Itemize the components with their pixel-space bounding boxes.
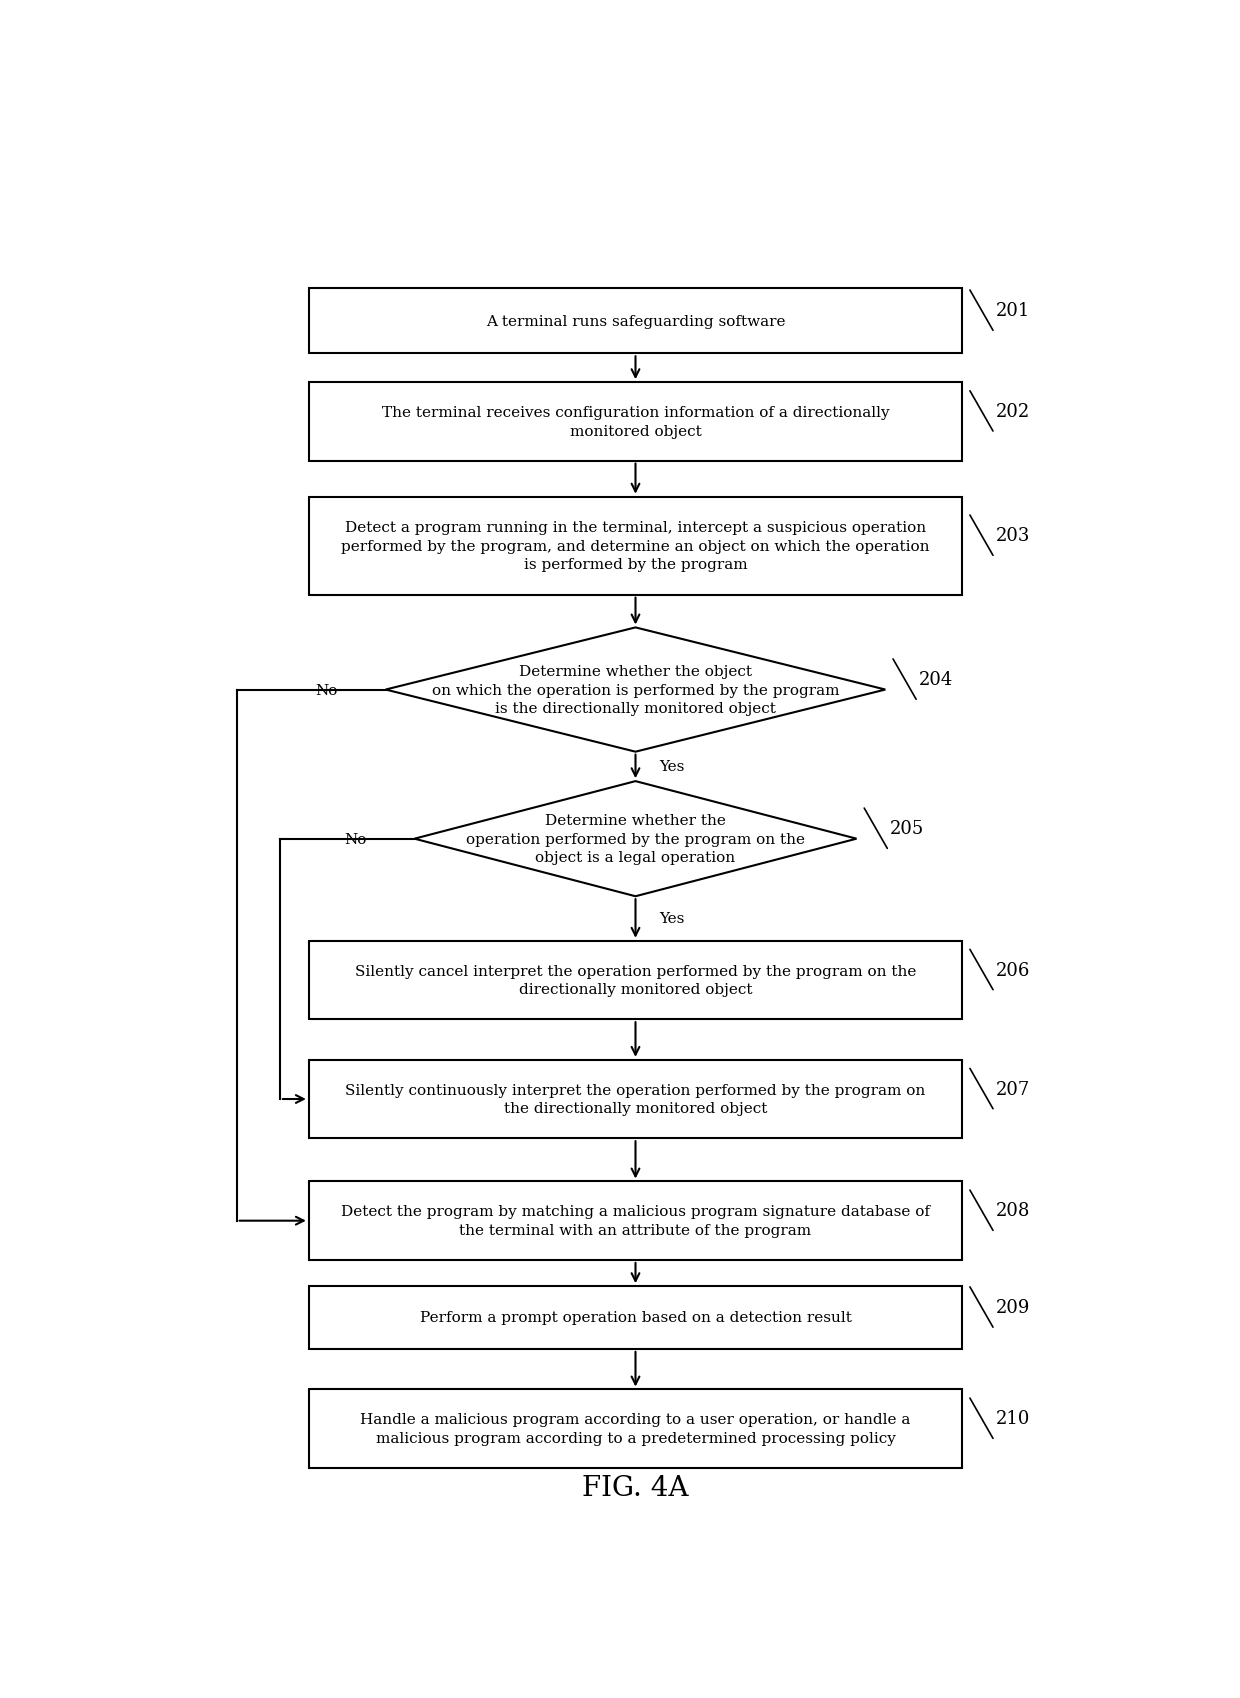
Text: 203: 203 xyxy=(996,526,1030,545)
Bar xyxy=(309,289,962,355)
Text: 202: 202 xyxy=(996,402,1030,421)
Text: 209: 209 xyxy=(996,1299,1030,1316)
Bar xyxy=(309,1060,962,1139)
Text: Detect a program running in the terminal, intercept a suspicious operation
perfo: Detect a program running in the terminal… xyxy=(341,521,930,572)
Text: 208: 208 xyxy=(996,1202,1030,1219)
Bar xyxy=(309,1182,962,1260)
Bar xyxy=(309,1287,962,1350)
Text: FIG. 4A: FIG. 4A xyxy=(583,1474,688,1501)
Text: 207: 207 xyxy=(996,1080,1030,1099)
Text: No: No xyxy=(343,832,367,846)
Text: Detect the program by matching a malicious program signature database of
the ter: Detect the program by matching a malicio… xyxy=(341,1206,930,1238)
Text: 206: 206 xyxy=(996,961,1030,980)
Text: Determine whether the
operation performed by the program on the
object is a lega: Determine whether the operation performe… xyxy=(466,813,805,864)
Text: 204: 204 xyxy=(919,671,954,689)
Text: A terminal runs safeguarding software: A terminal runs safeguarding software xyxy=(486,314,785,328)
Text: 201: 201 xyxy=(996,302,1030,319)
Polygon shape xyxy=(414,781,857,897)
Bar xyxy=(309,941,962,1019)
Text: Perform a prompt operation based on a detection result: Perform a prompt operation based on a de… xyxy=(419,1311,852,1324)
Bar xyxy=(309,1389,962,1469)
Text: Yes: Yes xyxy=(660,761,684,774)
Text: Yes: Yes xyxy=(660,912,684,925)
Text: Handle a malicious program according to a user operation, or handle a
malicious : Handle a malicious program according to … xyxy=(361,1413,910,1445)
Polygon shape xyxy=(386,628,885,752)
Text: No: No xyxy=(315,683,337,698)
Text: Determine whether the object
on which the operation is performed by the program
: Determine whether the object on which th… xyxy=(432,664,839,715)
Text: Silently continuously interpret the operation performed by the program on
the di: Silently continuously interpret the oper… xyxy=(346,1083,925,1116)
Text: 205: 205 xyxy=(890,820,924,837)
Bar xyxy=(309,498,962,596)
Bar xyxy=(309,382,962,462)
Text: 210: 210 xyxy=(996,1409,1030,1428)
Text: The terminal receives configuration information of a directionally
monitored obj: The terminal receives configuration info… xyxy=(382,406,889,438)
Text: Silently cancel interpret the operation performed by the program on the
directio: Silently cancel interpret the operation … xyxy=(355,964,916,997)
